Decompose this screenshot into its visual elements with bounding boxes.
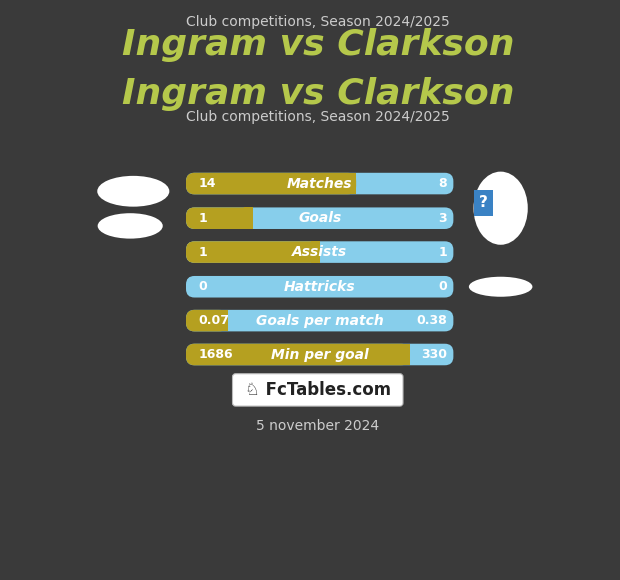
Text: Min per goal: Min per goal: [271, 347, 368, 361]
Ellipse shape: [469, 277, 533, 297]
Text: 3: 3: [438, 212, 447, 224]
FancyBboxPatch shape: [186, 241, 320, 263]
FancyBboxPatch shape: [186, 310, 228, 331]
FancyBboxPatch shape: [186, 173, 453, 194]
Text: ?: ?: [479, 195, 488, 211]
Bar: [219, 310, 228, 331]
Bar: [244, 208, 253, 229]
Text: Club competitions, Season 2024/2025: Club competitions, Season 2024/2025: [186, 15, 450, 29]
Text: 8: 8: [438, 177, 447, 190]
Text: Ingram vs Clarkson: Ingram vs Clarkson: [122, 28, 514, 62]
Text: Assists: Assists: [292, 245, 347, 259]
Text: 1: 1: [198, 212, 207, 224]
Ellipse shape: [97, 176, 169, 206]
FancyBboxPatch shape: [232, 374, 403, 406]
Text: 5 november 2024: 5 november 2024: [256, 419, 379, 433]
Bar: [401, 344, 410, 365]
Bar: [348, 173, 356, 194]
Text: 0: 0: [198, 280, 207, 293]
Text: Goals per match: Goals per match: [256, 314, 384, 328]
Text: 330: 330: [421, 348, 447, 361]
Text: 1: 1: [198, 245, 207, 259]
Text: Ingram vs Clarkson: Ingram vs Clarkson: [122, 77, 514, 111]
Text: 1: 1: [438, 245, 447, 259]
FancyBboxPatch shape: [186, 344, 453, 365]
Text: Goals: Goals: [298, 211, 342, 225]
FancyBboxPatch shape: [186, 344, 410, 365]
Text: 0.07: 0.07: [198, 314, 229, 327]
FancyBboxPatch shape: [186, 276, 453, 298]
Ellipse shape: [474, 172, 528, 245]
Text: 0.38: 0.38: [417, 314, 447, 327]
Text: Hattricks: Hattricks: [284, 280, 355, 293]
Text: 14: 14: [198, 177, 216, 190]
Ellipse shape: [97, 213, 162, 238]
FancyBboxPatch shape: [186, 208, 453, 229]
Text: Matches: Matches: [287, 176, 352, 191]
FancyBboxPatch shape: [186, 310, 453, 331]
FancyBboxPatch shape: [186, 241, 453, 263]
Text: 0: 0: [438, 280, 447, 293]
Text: ♘ FcTables.com: ♘ FcTables.com: [245, 381, 391, 399]
Text: 1686: 1686: [198, 348, 233, 361]
Bar: [311, 241, 320, 263]
FancyBboxPatch shape: [186, 208, 253, 229]
Text: Club competitions, Season 2024/2025: Club competitions, Season 2024/2025: [186, 110, 450, 124]
FancyBboxPatch shape: [186, 173, 356, 194]
